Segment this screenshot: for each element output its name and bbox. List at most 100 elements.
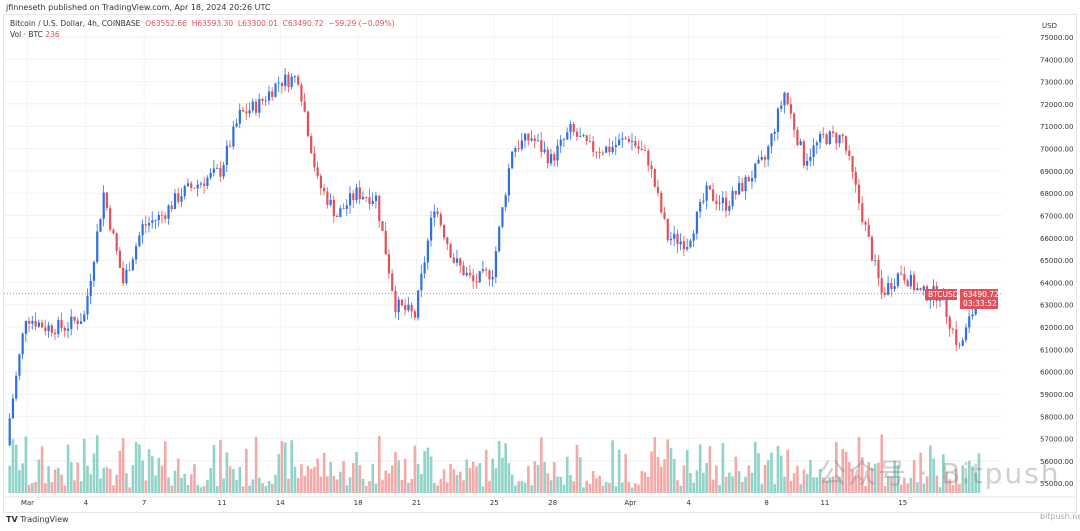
candle-body [754, 163, 757, 179]
volume-bar [397, 460, 400, 493]
volume-bar [604, 482, 608, 493]
volume-bar [779, 455, 783, 493]
volume-bar [828, 477, 832, 493]
candle-body [867, 224, 870, 237]
candle-body [491, 277, 494, 280]
volume-bar [34, 481, 37, 493]
volume-bar [400, 479, 404, 493]
tradingview-logo[interactable]: TV TradingView [6, 515, 69, 524]
symbol-tag: BTCUSD [925, 289, 959, 300]
volume-bar [734, 456, 738, 493]
candle-body [647, 150, 650, 166]
candle-body [225, 145, 228, 166]
candle-body [118, 250, 122, 268]
candle-body [880, 278, 883, 293]
watermark-site: bitpush.news [1040, 512, 1080, 521]
volume-bar [948, 479, 952, 493]
volume-bar [209, 468, 212, 493]
volume-bar [708, 445, 712, 493]
y-tick-label: 75000.00 [1040, 34, 1073, 42]
candle-body [494, 251, 498, 278]
volume-bar [475, 466, 478, 493]
candle-body [517, 148, 520, 150]
x-tick-label: 14 [276, 499, 285, 507]
volume-bar [617, 449, 621, 493]
volume-bar [494, 468, 498, 493]
volume-bar [37, 459, 41, 493]
volume-bar [160, 465, 164, 493]
candle-body [812, 145, 815, 157]
candle-body [242, 109, 245, 112]
volume-bar [773, 484, 777, 493]
volume-bar [974, 472, 978, 493]
volume-bar [977, 453, 981, 493]
candle-body [433, 211, 436, 218]
candle-body [870, 236, 874, 261]
volume-bar [215, 486, 219, 493]
volume-bar [510, 474, 514, 493]
candle-body [135, 246, 138, 260]
candle-body [725, 197, 728, 211]
candle-body [352, 193, 355, 200]
candle-body [475, 281, 478, 283]
volume-bar [66, 444, 70, 493]
volume-bar [40, 446, 44, 493]
candle-body [838, 134, 841, 144]
volume-bar [877, 462, 880, 493]
candle-body [384, 230, 387, 255]
y-tick-label: 66000.00 [1040, 235, 1073, 243]
candle-body [125, 269, 128, 284]
volume-bar [264, 486, 268, 493]
candle-body [293, 76, 297, 78]
candle-body [536, 140, 540, 142]
candle-body [676, 233, 679, 245]
volume-bar [647, 476, 650, 493]
candle-body [332, 199, 335, 217]
volume-bar [277, 453, 281, 493]
volume-bar [591, 471, 595, 493]
volume-bar [711, 479, 715, 493]
volume-bar [394, 451, 397, 493]
candle-body [809, 156, 812, 161]
candle-body [634, 140, 637, 147]
candle-body [345, 205, 348, 209]
volume-bar [932, 458, 935, 493]
candle-body [222, 165, 225, 177]
volume-bar [763, 464, 767, 493]
last-price: 63490.72 [963, 290, 999, 299]
y-tick-label: 57000.00 [1040, 436, 1073, 444]
volume-bar [27, 484, 31, 493]
candle-body [290, 76, 293, 87]
volume-bar [222, 478, 225, 493]
volume-bar [18, 470, 21, 493]
volume-bar [410, 478, 413, 493]
candle-body [413, 311, 417, 318]
volume-bar [666, 439, 670, 493]
volume-bar [899, 484, 903, 493]
volume-bar [864, 485, 867, 493]
volume-bar [436, 485, 439, 493]
candle-body [854, 171, 857, 185]
candle-body [410, 304, 413, 312]
volume-bar [144, 480, 148, 493]
volume-bar [206, 480, 209, 493]
candle-body [485, 269, 488, 271]
volume-bar [598, 475, 601, 493]
candle-body [89, 280, 92, 297]
volume-bar [258, 477, 261, 493]
y-tick-label: 71000.00 [1040, 123, 1073, 131]
candle-body [342, 208, 345, 210]
volume-bar [429, 456, 433, 493]
candle-body [786, 92, 789, 105]
candle-body [455, 258, 459, 263]
volume-bar [293, 466, 297, 493]
candle-body [238, 109, 241, 124]
volume-bar [634, 483, 637, 493]
volume-bar [128, 487, 131, 493]
volume-bar [173, 470, 177, 493]
volume-bar [342, 460, 345, 493]
volume-bar [235, 480, 238, 493]
candle-body [423, 262, 426, 274]
candle-body [857, 184, 861, 204]
